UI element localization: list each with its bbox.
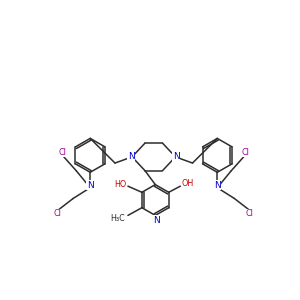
Text: N: N — [214, 181, 221, 190]
Text: OH: OH — [182, 178, 194, 188]
Text: N: N — [153, 215, 160, 224]
Text: N: N — [128, 152, 135, 161]
Text: N: N — [173, 152, 180, 161]
Text: H₃C: H₃C — [110, 214, 125, 223]
Text: Cl: Cl — [54, 209, 61, 218]
Text: Cl: Cl — [58, 148, 66, 157]
Text: Cl: Cl — [246, 209, 254, 218]
Text: HO: HO — [114, 180, 126, 189]
Text: Cl: Cl — [241, 148, 249, 157]
Text: N: N — [87, 181, 94, 190]
